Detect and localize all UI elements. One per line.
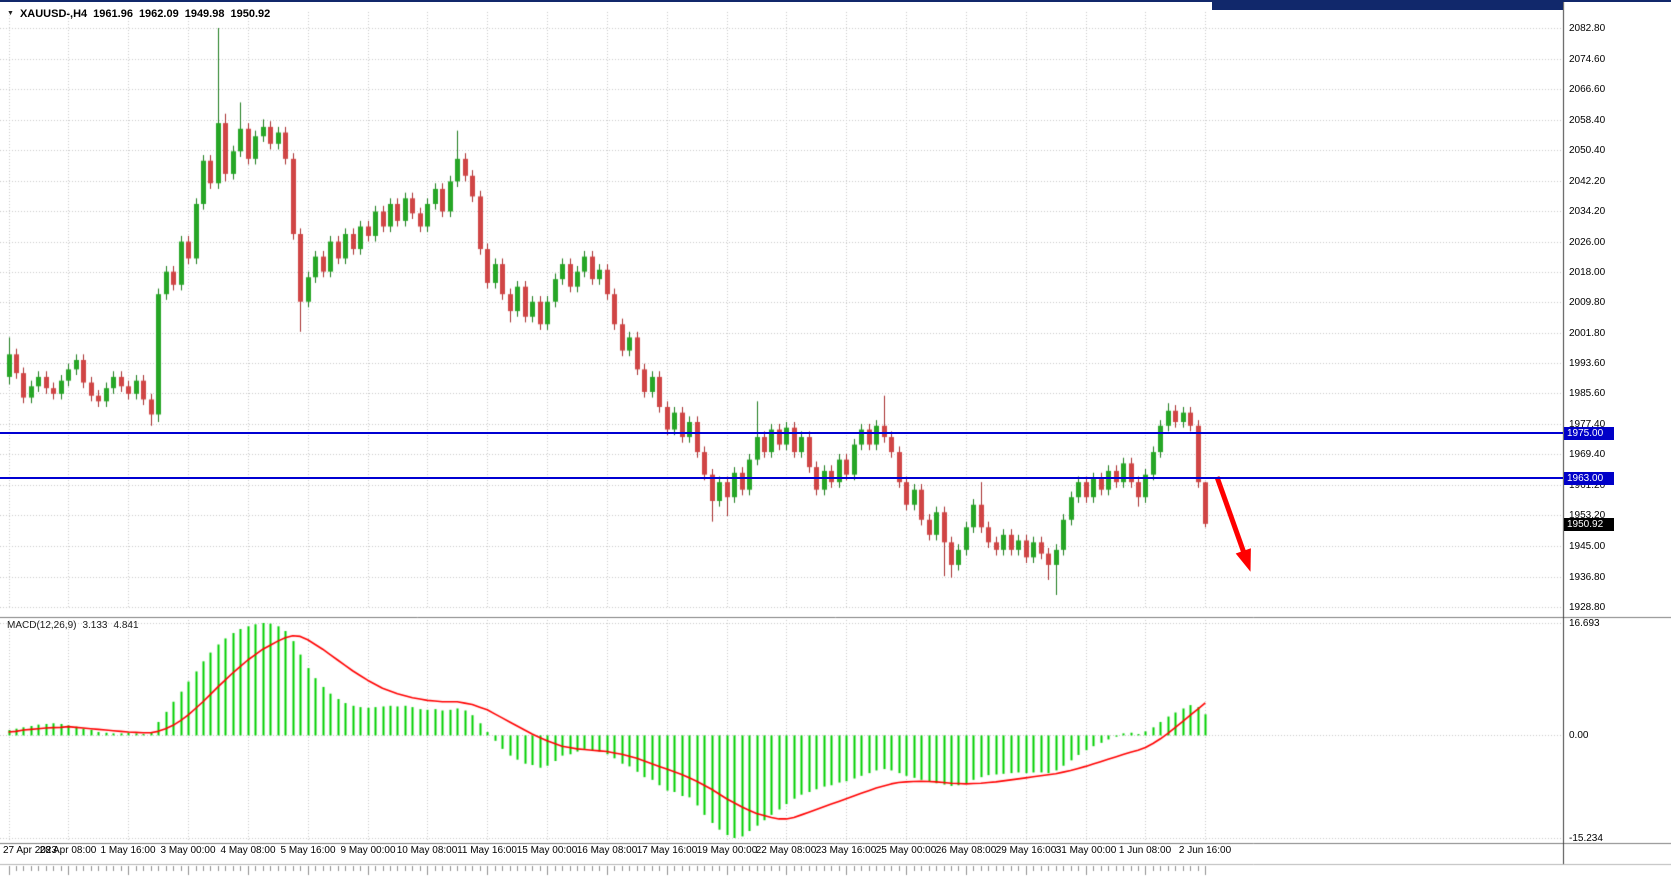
price-tick-label: 1969.40 bbox=[1569, 449, 1606, 460]
price-tick-label: 2001.80 bbox=[1569, 328, 1606, 339]
macd-tick-label: 16.693 bbox=[1569, 618, 1600, 629]
terminal-top-strip bbox=[1212, 0, 1563, 10]
time-tick-label: 1 May 16:00 bbox=[100, 845, 156, 856]
horizontal-line-1975[interactable] bbox=[0, 432, 1563, 434]
time-tick-label: 17 May 16:00 bbox=[636, 845, 698, 856]
time-tick-label: 11 May 16:00 bbox=[457, 845, 517, 856]
price-tick-label: 2034.20 bbox=[1569, 206, 1606, 217]
time-tick-label: 26 May 08:00 bbox=[935, 845, 997, 856]
horizontal-line-1963[interactable] bbox=[0, 477, 1563, 479]
price-tick-label: 1945.00 bbox=[1569, 541, 1606, 552]
price-tick-label: 1985.60 bbox=[1569, 388, 1606, 399]
price-tick-label: 2058.40 bbox=[1569, 115, 1606, 126]
time-tick-label: 22 May 08:00 bbox=[755, 845, 817, 856]
time-tick-label: 9 May 00:00 bbox=[340, 845, 396, 856]
ohlc-close: 1950.92 bbox=[230, 8, 271, 20]
window-top-border bbox=[0, 0, 1671, 2]
price-tick-label: 2026.00 bbox=[1569, 237, 1606, 248]
symbol-timeframe-label: XAUUSD-,H4 bbox=[19, 8, 88, 20]
macd-label: MACD(12,26,9) bbox=[7, 620, 77, 631]
time-tick-label: 2 Jun 16:00 bbox=[1178, 845, 1232, 856]
price-tick-label: 2082.80 bbox=[1569, 23, 1606, 34]
ohlc-open: 1961.96 bbox=[93, 8, 133, 20]
sell-signal-arrow[interactable] bbox=[1205, 465, 1275, 590]
price-badge-1950.92: 1950.92 bbox=[1564, 518, 1614, 531]
price-tick-label: 2042.20 bbox=[1569, 176, 1606, 187]
price-tick-label: 2018.00 bbox=[1569, 267, 1606, 278]
macd-signal-value: 4.841 bbox=[113, 620, 139, 631]
price-tick-label: 2066.60 bbox=[1569, 84, 1606, 95]
price-tick-label: 1928.80 bbox=[1569, 602, 1606, 613]
time-tick-label: 10 May 08:00 bbox=[396, 845, 458, 856]
macd-indicator-header: MACD(12,26,9) 3.133 4.841 bbox=[7, 620, 139, 631]
macd-tick-label: -15.234 bbox=[1569, 833, 1603, 844]
time-tick-label: 28 Apr 08:00 bbox=[39, 845, 97, 856]
time-tick-label: 31 May 00:00 bbox=[1055, 845, 1117, 856]
time-tick-label: 15 May 00:00 bbox=[516, 845, 578, 856]
symbol-dropdown-icon[interactable]: ▼ bbox=[7, 9, 14, 17]
price-badge-1975.00: 1975.00 bbox=[1564, 427, 1614, 440]
price-tick-label: 2009.80 bbox=[1569, 297, 1606, 308]
ohlc-high: 1962.09 bbox=[138, 8, 179, 20]
price-badge-1963.00: 1963.00 bbox=[1564, 472, 1614, 485]
time-tick-label: 27 Apr 2023 bbox=[3, 845, 57, 856]
time-tick-label: 23 May 16:00 bbox=[815, 845, 877, 856]
time-tick-label: 4 May 08:00 bbox=[220, 845, 276, 856]
macd-value: 3.133 bbox=[82, 620, 108, 631]
price-tick-label: 1977.40 bbox=[1569, 419, 1606, 430]
chart-header: ▼ XAUUSD-,H4 1961.96 1962.09 1949.98 195… bbox=[7, 8, 270, 20]
time-tick-label: 25 May 00:00 bbox=[875, 845, 937, 856]
price-tick-label: 1953.20 bbox=[1569, 510, 1606, 521]
time-tick-label: 5 May 16:00 bbox=[280, 845, 336, 856]
macd-tick-label: 0.00 bbox=[1569, 730, 1589, 741]
price-tick-label: 1961.20 bbox=[1569, 480, 1606, 491]
price-tick-label: 2050.40 bbox=[1569, 145, 1606, 156]
price-tick-label: 1936.80 bbox=[1569, 572, 1606, 583]
time-tick-label: 29 May 16:00 bbox=[995, 845, 1057, 856]
time-tick-label: 1 Jun 08:00 bbox=[1118, 845, 1172, 856]
ohlc-low: 1949.98 bbox=[184, 8, 225, 20]
time-tick-label: 16 May 08:00 bbox=[576, 845, 638, 856]
time-tick-label: 3 May 00:00 bbox=[160, 845, 216, 856]
time-tick-label: 19 May 00:00 bbox=[696, 845, 758, 856]
price-tick-label: 1993.60 bbox=[1569, 358, 1606, 369]
price-tick-label: 2074.60 bbox=[1569, 54, 1606, 65]
